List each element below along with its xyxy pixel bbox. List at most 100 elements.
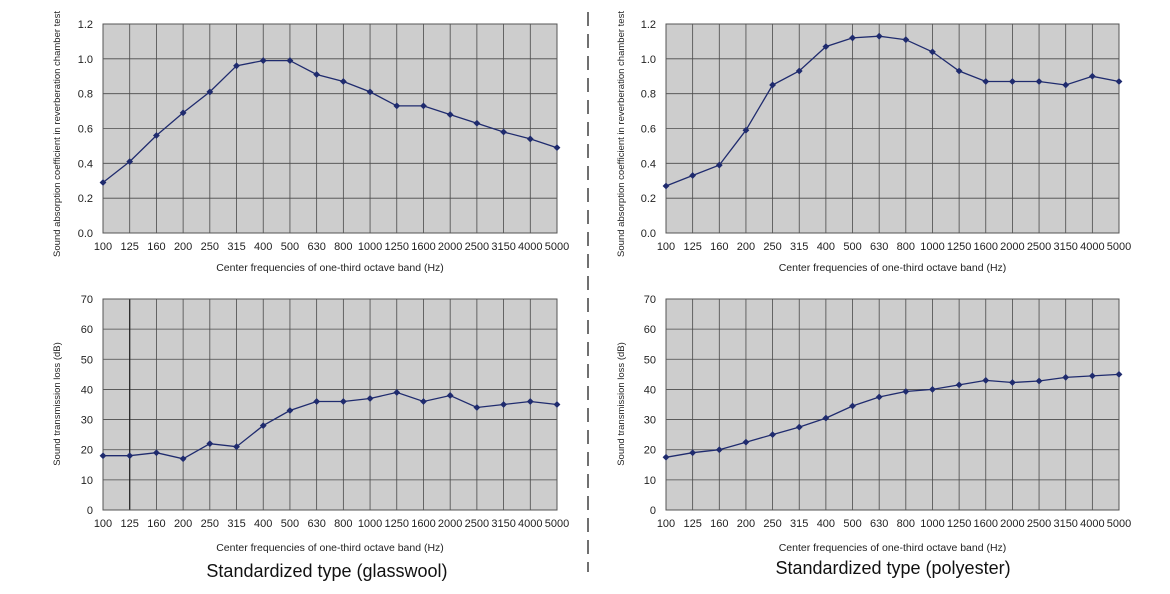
data-point [1115, 78, 1123, 85]
data-point [769, 81, 776, 89]
data-point [153, 449, 160, 457]
series-line [665, 35, 1120, 187]
x-tick-label: 1250 [947, 518, 971, 530]
data-point [393, 102, 401, 110]
x-tick-label: 160 [710, 518, 728, 530]
x-tick-label: 630 [307, 518, 325, 530]
data-point [446, 392, 454, 399]
data-point [500, 401, 507, 408]
data-point [553, 144, 561, 152]
y-tick-label: 1.0 [641, 54, 656, 66]
x-tick-label: 200 [174, 518, 192, 530]
y-tick-label: 50 [81, 354, 93, 366]
data-point [99, 179, 107, 186]
data-point [366, 88, 374, 96]
data-point [526, 135, 534, 143]
x-tick-label: 125 [683, 518, 701, 530]
x-tick-label: 3150 [1053, 518, 1077, 530]
data-point [795, 423, 803, 431]
x-tick-label: 200 [174, 241, 192, 253]
data-point [1115, 370, 1123, 378]
data-point [206, 88, 214, 96]
x-axis-title: Center frequencies of one-third octave b… [779, 262, 1007, 274]
data-point [742, 438, 750, 446]
y-tick-label: 1.2 [78, 19, 93, 31]
data-point [446, 111, 454, 118]
data-point [259, 57, 267, 64]
x-tick-label: 1250 [385, 241, 409, 253]
caption-glasswool: Standardized type (glasswool) [206, 561, 447, 581]
x-tick-label: 4000 [1080, 241, 1104, 253]
x-tick-label: 2500 [1027, 518, 1051, 530]
x-tick-label: 100 [94, 518, 112, 530]
data-point [1035, 78, 1043, 85]
data-point [500, 128, 507, 136]
data-point [1009, 379, 1016, 386]
x-tick-label: 5000 [1107, 241, 1131, 253]
x-tick-label: 1000 [920, 518, 944, 530]
x-tick-label: 500 [843, 518, 861, 530]
x-tick-label: 1600 [974, 518, 998, 530]
x-tick-label: 250 [201, 241, 219, 253]
x-tick-label: 500 [281, 241, 299, 253]
x-axis-title: Center frequencies of one-third octave b… [216, 542, 444, 554]
y-tick-label: 0.6 [78, 124, 93, 136]
data-point [929, 386, 936, 393]
y-tick-label: 20 [81, 445, 93, 457]
x-tick-label: 400 [817, 518, 835, 530]
data-point [902, 388, 910, 395]
x-tick-label: 400 [254, 241, 272, 253]
data-point [313, 71, 321, 78]
data-point [233, 443, 240, 451]
data-point [1088, 72, 1096, 80]
x-tick-label: 3150 [491, 518, 515, 530]
data-point [179, 109, 187, 117]
y-tick-label: 50 [644, 354, 656, 366]
data-point [233, 62, 240, 70]
chart-transmission-polyester: 0 10 20 30 40 50 60 70 100 125 160 200 250 315 400 500 6… [616, 294, 1131, 554]
data-point [929, 48, 936, 56]
y-tick-label: 40 [81, 384, 93, 396]
data-point [689, 172, 697, 179]
y-tick-label: 0.2 [78, 193, 93, 205]
data-point [420, 102, 427, 110]
data-point [179, 455, 187, 463]
data-point [849, 402, 856, 410]
y-tick-label: 40 [644, 384, 656, 396]
x-tick-label: 5000 [545, 241, 569, 253]
data-point [126, 452, 134, 460]
data-point [126, 158, 134, 165]
x-tick-label: 100 [94, 241, 112, 253]
plot-area [666, 299, 1119, 510]
x-tick-label: 2000 [1000, 518, 1024, 530]
y-tick-label: 70 [644, 294, 656, 306]
x-tick-label: 5000 [545, 518, 569, 530]
plot-border [665, 23, 1120, 234]
x-tick-label: 800 [897, 518, 915, 530]
y-tick-label: 1.2 [641, 19, 656, 31]
data-point [420, 398, 427, 405]
y-axis-title: Sound transmission loss (dB) [52, 342, 63, 466]
x-tick-label: 250 [763, 241, 781, 253]
x-tick-label: 4000 [518, 241, 542, 253]
y-tick-label: 0.4 [641, 158, 656, 170]
x-tick-label: 100 [657, 518, 675, 530]
y-axis-title: Sound transmission loss (dB) [616, 342, 627, 466]
series-line [102, 59, 558, 184]
data-point [1088, 372, 1096, 380]
y-axis-title: Sound absorption coefficient in reverber… [52, 11, 63, 257]
x-tick-label: 400 [254, 518, 272, 530]
chart-absorption-glasswool: 0.0 0.2 0.4 0.6 0.8 1.0 1.2 100 125 160 200 250 315 4… [52, 11, 569, 274]
data-point [689, 449, 697, 457]
data-point [662, 182, 670, 190]
x-tick-label: 500 [843, 241, 861, 253]
y-tick-label: 20 [644, 445, 656, 457]
y-tick-label: 10 [81, 475, 93, 487]
data-point [553, 401, 561, 408]
x-tick-label: 100 [657, 241, 675, 253]
data-point [473, 404, 481, 411]
data-point [955, 381, 963, 389]
y-tick-label: 0.0 [78, 228, 93, 240]
x-tick-label: 630 [870, 241, 888, 253]
